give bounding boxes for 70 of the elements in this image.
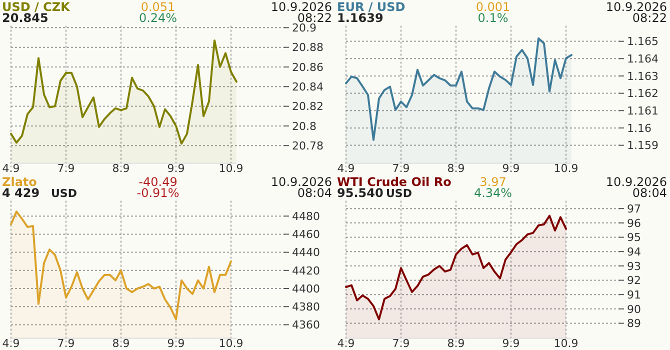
text: 10.9.2026 08:22 bbox=[606, 0, 667, 25]
text: 0.001 bbox=[476, 0, 510, 14]
x-tick-label: 10.9 bbox=[218, 337, 244, 350]
y-tick-label: 20.78 bbox=[292, 139, 324, 152]
y-tick-label: 94 bbox=[627, 245, 641, 258]
x-tick-label: 8.9 bbox=[112, 337, 130, 350]
y-tick-label: 95 bbox=[627, 231, 641, 244]
x-tick-label: 9.9 bbox=[502, 337, 520, 350]
chart-title: WTI Crude Oil Ro bbox=[337, 175, 452, 189]
y-tick-label: 1.162 bbox=[627, 87, 658, 100]
y-tick-label: 4400 bbox=[292, 282, 320, 296]
x-tick-label: 9.9 bbox=[167, 337, 185, 350]
chart-subtitle: 20.845 bbox=[2, 11, 48, 25]
text: -0.91% bbox=[136, 186, 180, 200]
y-tick-label: 20.84 bbox=[292, 80, 324, 94]
x-tick-label: 9.9 bbox=[502, 162, 520, 175]
y-tick-label: 20.88 bbox=[292, 41, 324, 54]
y-tick-label: 92 bbox=[627, 274, 641, 288]
y-tick-label: 1.165 bbox=[627, 35, 658, 48]
chart-title: EUR / USD bbox=[337, 0, 406, 14]
chart-subtitle: 1.1639 bbox=[337, 11, 384, 25]
chart-title: USD / CZK bbox=[2, 0, 71, 14]
y-tick-label: 90 bbox=[627, 302, 641, 316]
y-tick-label: 4480 bbox=[292, 210, 320, 223]
y-tick-label: 1.161 bbox=[627, 104, 658, 118]
x-tick-label: 9.9 bbox=[167, 162, 185, 175]
x-tick-label: 7.9 bbox=[392, 162, 410, 175]
x-tick-label: 7.9 bbox=[392, 337, 410, 350]
x-tick-label: 10.9 bbox=[554, 337, 578, 350]
text: 0.051 bbox=[140, 0, 176, 14]
y-tick-label: 1.16 bbox=[627, 122, 652, 135]
text: 10.9.2026 08:04 bbox=[606, 175, 667, 200]
y-tick-label: 4380 bbox=[292, 300, 320, 314]
y-tick-label: 4460 bbox=[292, 228, 320, 242]
x-tick-label: 8.9 bbox=[447, 162, 465, 175]
y-tick-label: 20.86 bbox=[292, 60, 324, 74]
y-tick-label: 96 bbox=[627, 216, 641, 230]
y-tick-label: 1.159 bbox=[627, 139, 658, 152]
x-tick-label: 4.9 bbox=[2, 162, 20, 175]
y-tick-label: 91 bbox=[627, 288, 641, 302]
y-axis-title: USD bbox=[386, 187, 412, 200]
y-tick-label: 20.82 bbox=[292, 100, 324, 114]
text: 0.1% bbox=[478, 11, 508, 25]
y-tick-label: 1.164 bbox=[627, 52, 658, 66]
text: 4.34% bbox=[474, 186, 512, 200]
text: 10.9.2026 08:04 bbox=[270, 175, 332, 200]
text: 0.24% bbox=[138, 11, 178, 25]
x-tick-label: 7.9 bbox=[57, 337, 75, 350]
x-tick-label: 7.9 bbox=[57, 162, 75, 175]
x-tick-label: 8.9 bbox=[447, 337, 465, 350]
chart-subtitle: 95.540 bbox=[337, 186, 384, 200]
x-tick-label: 10.9 bbox=[554, 162, 578, 175]
y-tick-label: 20.8 bbox=[292, 120, 316, 133]
y-tick-label: 97 bbox=[627, 202, 641, 216]
text: -40.49 bbox=[138, 175, 178, 189]
x-tick-label: 4.9 bbox=[2, 337, 20, 350]
chart-subtitle: 4 429 bbox=[2, 186, 40, 200]
x-tick-label: 4.9 bbox=[337, 162, 355, 175]
text: 3.97 bbox=[480, 175, 506, 189]
y-tick-label: 89 bbox=[627, 317, 641, 330]
y-tick-label: 4440 bbox=[292, 246, 320, 260]
y-tick-label: 4420 bbox=[292, 264, 320, 278]
x-tick-label: 8.9 bbox=[112, 162, 130, 175]
chart-title: Zlato bbox=[2, 175, 37, 189]
y-tick-label: 93 bbox=[627, 260, 641, 273]
x-tick-label: 4.9 bbox=[337, 337, 355, 350]
y-axis-title: USD bbox=[51, 187, 77, 200]
y-tick-label: 1.163 bbox=[627, 70, 658, 83]
y-tick-label: 4360 bbox=[292, 318, 320, 332]
x-tick-label: 10.9 bbox=[218, 162, 244, 175]
